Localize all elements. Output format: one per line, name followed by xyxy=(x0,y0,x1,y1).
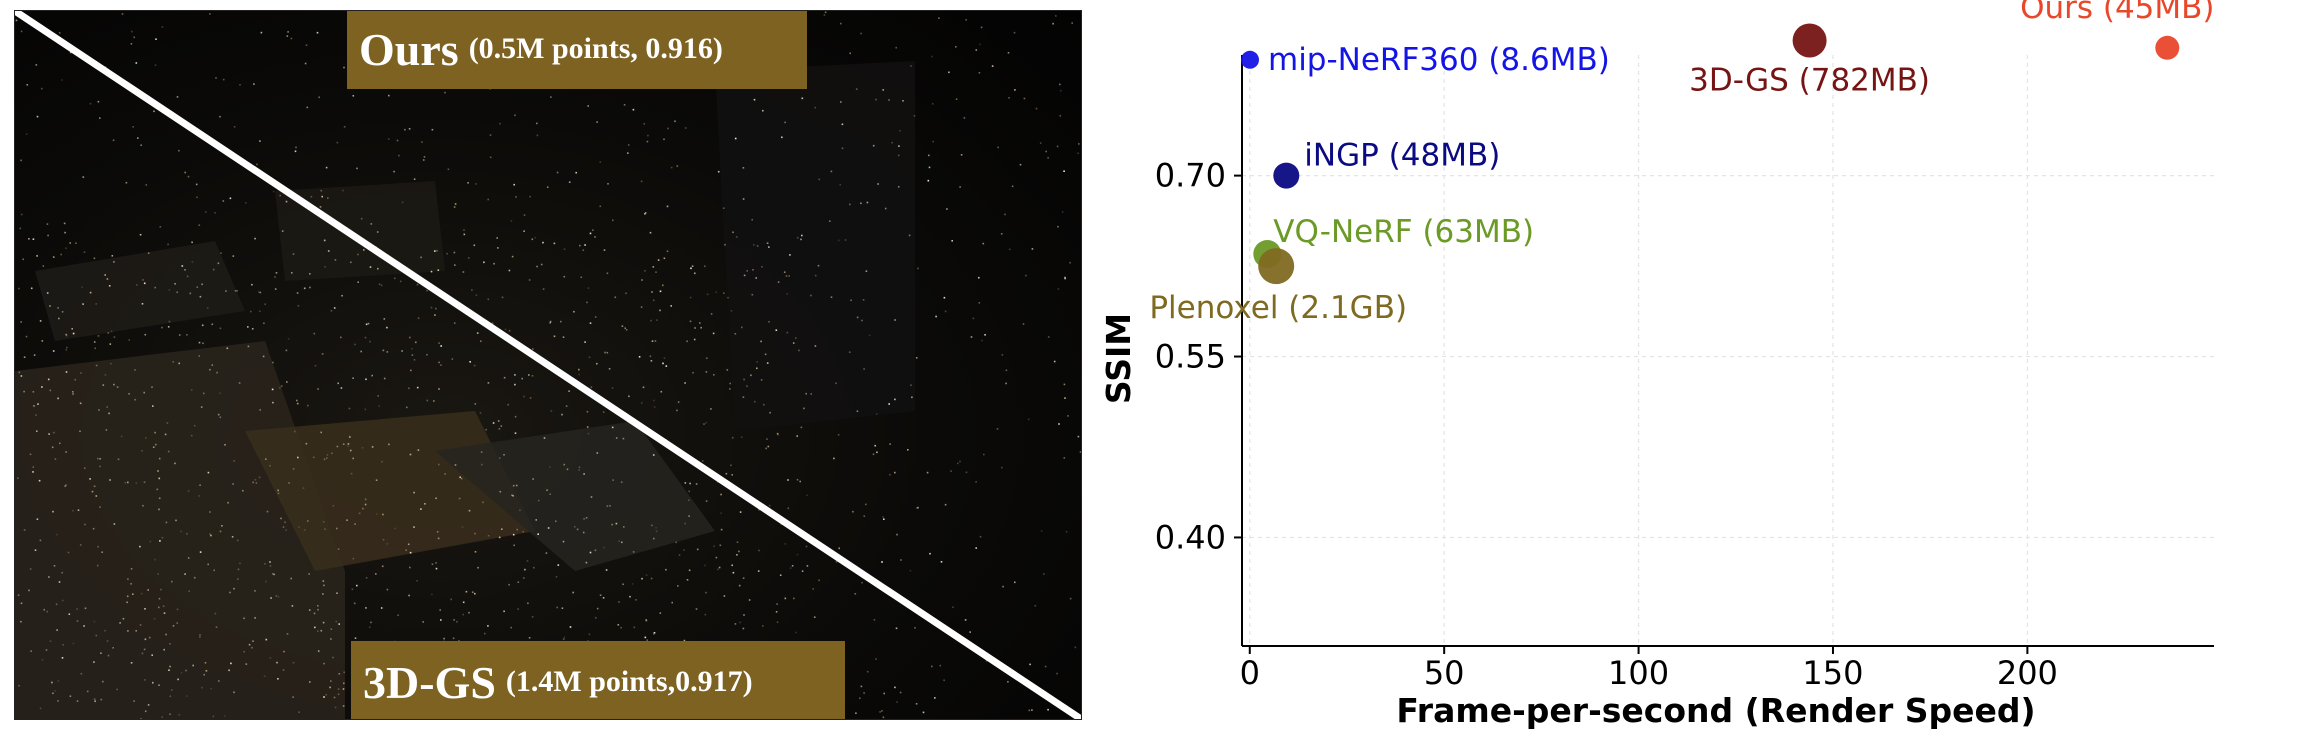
scene-shape xyxy=(715,61,915,431)
ours-caption-title: Ours xyxy=(359,23,459,75)
x-tick-label: 100 xyxy=(1608,654,1669,692)
3dgs-caption: 3D-GS (1.4M points,0.917) xyxy=(351,641,845,719)
x-tick-label: 200 xyxy=(1997,654,2058,692)
data-point xyxy=(1258,248,1295,285)
scatter-plot: 0 50 100 150 200 0.40 0.55 0.70 Frame-per-second… xyxy=(1099,0,2215,730)
x-tick-label: 50 xyxy=(1424,654,1465,692)
y-axis-title: SSIM xyxy=(1099,313,1138,404)
ours-caption: Ours (0.5M points, 0.916) xyxy=(347,11,807,89)
y-tick-label: 0.55 xyxy=(1155,338,1226,376)
x-axis-title: Frame-per-second (Render Speed) xyxy=(1396,691,2035,730)
point-label: mip-NeRF360 (8.6MB) xyxy=(1268,42,1610,78)
point-label: VQ-NeRF (63MB) xyxy=(1273,214,1534,250)
data-point xyxy=(1241,50,1259,69)
diagonal-divider xyxy=(15,11,1081,719)
ours-caption-stats: (0.5M points, 0.916) xyxy=(468,32,723,65)
x-tick-label: 150 xyxy=(1802,654,1863,692)
3dgs-caption-title: 3D-GS xyxy=(363,656,496,708)
scene-shape xyxy=(35,241,245,341)
data-point xyxy=(1273,162,1300,189)
data-point xyxy=(1792,23,1827,58)
point-label: Ours (45MB) xyxy=(2020,0,2214,26)
x-tick-label: 0 xyxy=(1240,654,1260,692)
scene-shape xyxy=(275,181,445,281)
y-tick-label: 0.70 xyxy=(1155,157,1226,195)
render-scene xyxy=(15,11,1081,719)
y-tick-label: 0.40 xyxy=(1155,518,1226,556)
data-point xyxy=(2155,35,2180,60)
point-label: 3D-GS (782MB) xyxy=(1689,63,1930,99)
scene-shape xyxy=(435,421,715,571)
ssim-vs-fps-chart: 0 50 100 150 200 0.40 0.55 0.70 Frame-per-second… xyxy=(1090,0,2308,744)
point-label: iNGP (48MB) xyxy=(1304,138,1500,174)
point-cloud-render-image: Ours (0.5M points, 0.916) 3D-GS (1.4M po… xyxy=(14,10,1082,720)
point-label: Plenoxel (2.1GB) xyxy=(1149,290,1407,326)
3dgs-caption-stats: (1.4M points,0.917) xyxy=(505,665,753,698)
